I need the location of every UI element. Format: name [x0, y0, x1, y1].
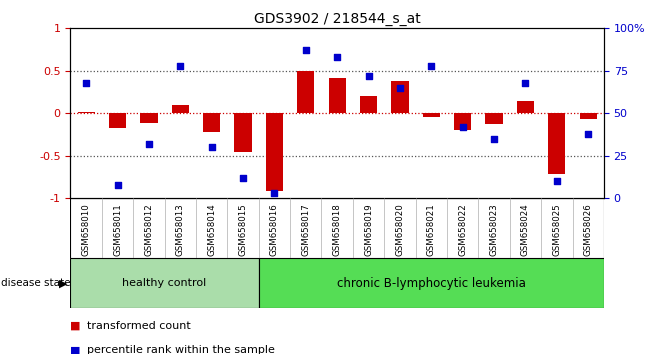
Text: ▶: ▶ — [58, 278, 67, 288]
Point — [112, 182, 123, 188]
Text: GSM658025: GSM658025 — [552, 203, 562, 256]
Bar — [360, 96, 377, 113]
Text: GSM658012: GSM658012 — [144, 203, 154, 256]
Text: GSM658016: GSM658016 — [270, 203, 279, 256]
Point — [583, 131, 594, 137]
Bar — [78, 112, 95, 113]
Bar — [172, 105, 189, 113]
Bar — [109, 113, 126, 128]
Text: GSM658026: GSM658026 — [584, 203, 592, 256]
Bar — [234, 113, 252, 152]
Bar — [423, 113, 440, 117]
Bar — [297, 71, 315, 113]
Point — [301, 47, 311, 53]
Point — [458, 124, 468, 130]
Point — [175, 63, 186, 69]
Bar — [391, 81, 409, 113]
Text: percentile rank within the sample: percentile rank within the sample — [87, 346, 275, 354]
Text: healthy control: healthy control — [123, 278, 207, 288]
Text: disease state: disease state — [1, 278, 70, 288]
Text: GSM658014: GSM658014 — [207, 203, 216, 256]
Point — [144, 141, 154, 147]
Point — [488, 136, 499, 142]
Text: chronic B-lymphocytic leukemia: chronic B-lymphocytic leukemia — [337, 277, 526, 290]
Bar — [140, 113, 158, 124]
Bar — [259, 258, 604, 308]
Bar — [266, 113, 283, 192]
Text: GSM658013: GSM658013 — [176, 203, 185, 256]
Point — [238, 175, 248, 181]
Point — [269, 190, 280, 196]
Bar — [454, 113, 471, 130]
Point — [520, 80, 531, 86]
Point — [363, 73, 374, 79]
Text: GSM658024: GSM658024 — [521, 203, 530, 256]
Point — [331, 55, 342, 60]
Text: GSM658022: GSM658022 — [458, 203, 467, 256]
Text: GSM658017: GSM658017 — [301, 203, 310, 256]
Text: ■: ■ — [70, 346, 81, 354]
Bar — [517, 101, 534, 113]
Bar — [548, 113, 566, 175]
Text: ■: ■ — [70, 321, 81, 331]
Text: GSM658018: GSM658018 — [333, 203, 342, 256]
Text: GSM658015: GSM658015 — [238, 203, 248, 256]
Text: GSM658020: GSM658020 — [395, 203, 405, 256]
Text: transformed count: transformed count — [87, 321, 191, 331]
Text: GSM658019: GSM658019 — [364, 203, 373, 256]
Text: GSM658023: GSM658023 — [490, 203, 499, 256]
Point — [81, 80, 91, 86]
Text: GSM658011: GSM658011 — [113, 203, 122, 256]
Bar — [580, 113, 597, 119]
Point — [395, 85, 405, 91]
Point — [206, 144, 217, 150]
Title: GDS3902 / 218544_s_at: GDS3902 / 218544_s_at — [254, 12, 421, 26]
Bar — [485, 113, 503, 124]
Point — [552, 178, 562, 184]
Text: GSM658010: GSM658010 — [82, 203, 91, 256]
Bar — [70, 258, 259, 308]
Text: GSM658021: GSM658021 — [427, 203, 436, 256]
Bar — [329, 78, 346, 113]
Bar — [203, 113, 220, 132]
Point — [426, 63, 437, 69]
